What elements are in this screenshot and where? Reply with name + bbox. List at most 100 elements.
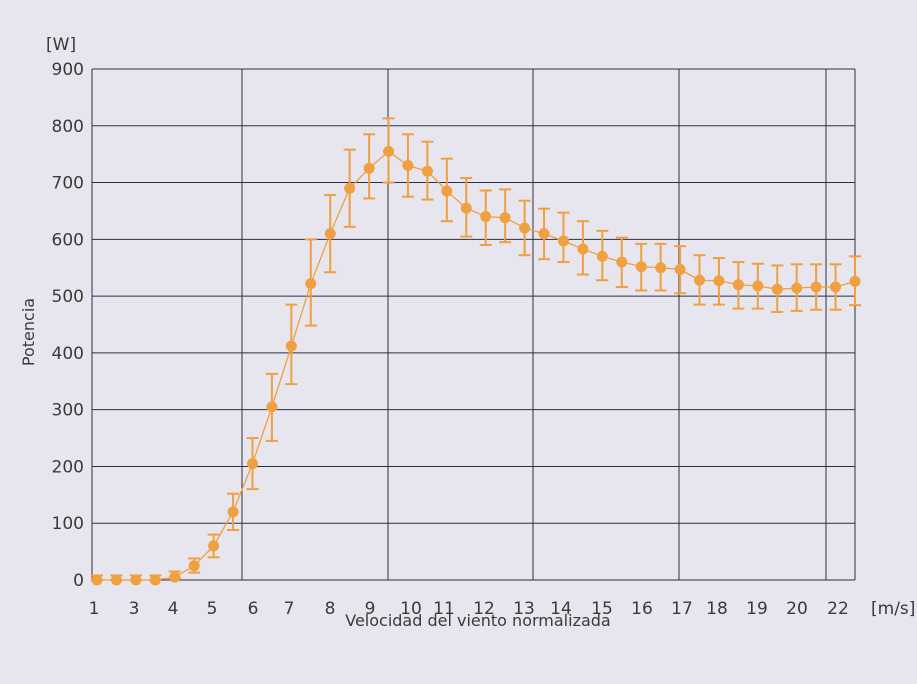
data-point-group bbox=[382, 117, 395, 184]
data-point-group bbox=[518, 199, 531, 257]
y-tick-label: 800 bbox=[52, 117, 84, 137]
y-axis-title: Potencia bbox=[19, 298, 38, 366]
data-point-group bbox=[557, 211, 570, 264]
data-point bbox=[149, 574, 161, 586]
data-point bbox=[538, 228, 550, 240]
data-point bbox=[480, 211, 492, 223]
data-point-group bbox=[324, 194, 337, 274]
data-point bbox=[557, 235, 569, 247]
data-point-group bbox=[440, 157, 453, 223]
x-tick-label: 4 bbox=[168, 599, 179, 619]
data-point-group bbox=[227, 492, 240, 532]
data-point bbox=[266, 401, 278, 413]
data-point-group bbox=[596, 229, 609, 282]
data-point bbox=[460, 202, 472, 214]
y-tick-label: 700 bbox=[52, 174, 84, 194]
data-point bbox=[305, 278, 317, 290]
data-point bbox=[344, 182, 356, 194]
data-point-group bbox=[91, 574, 103, 586]
data-point bbox=[596, 250, 608, 262]
data-point-group bbox=[207, 533, 220, 559]
data-point-group bbox=[421, 140, 434, 201]
data-point-group bbox=[343, 148, 356, 228]
data-point-group bbox=[110, 574, 123, 586]
x-tick-label: 8 bbox=[325, 599, 336, 619]
data-point bbox=[91, 574, 103, 586]
x-tick-label: 18 bbox=[706, 599, 728, 619]
data-point bbox=[285, 340, 297, 352]
data-point bbox=[188, 560, 200, 572]
data-point bbox=[655, 262, 667, 274]
data-point bbox=[246, 458, 258, 470]
x-unit-label: [m/s] bbox=[871, 599, 915, 619]
y-tick-label: 200 bbox=[52, 457, 84, 477]
data-point-group bbox=[576, 220, 589, 276]
x-tick-label: 6 bbox=[248, 599, 259, 619]
data-point-group bbox=[304, 238, 317, 327]
x-tick-label: 7 bbox=[284, 599, 295, 619]
data-point-group bbox=[499, 188, 512, 244]
x-axis-title: Velocidad del viento normalizada bbox=[345, 611, 610, 630]
data-point-group bbox=[751, 262, 764, 310]
x-tick-label: 13 bbox=[513, 599, 535, 619]
data-point-group bbox=[168, 570, 181, 583]
data-point-group bbox=[615, 236, 628, 289]
x-tick-label: 9 bbox=[365, 599, 376, 619]
y-tick-label: 900 bbox=[52, 60, 84, 80]
grid-layer bbox=[91, 68, 856, 581]
series-layer bbox=[91, 117, 861, 586]
data-point-group bbox=[479, 189, 492, 247]
data-point-group bbox=[654, 242, 667, 292]
data-point-group bbox=[771, 264, 784, 314]
data-point bbox=[441, 185, 453, 197]
data-point bbox=[421, 165, 433, 177]
data-point-group bbox=[363, 133, 376, 200]
x-tick-label: 11 bbox=[433, 599, 455, 619]
x-tick-label: 10 bbox=[400, 599, 422, 619]
y-tick-label: 400 bbox=[52, 344, 84, 364]
y-unit-label: [W] bbox=[46, 35, 76, 55]
x-tick-label: 5 bbox=[207, 599, 218, 619]
data-point-group bbox=[129, 574, 142, 586]
data-point-group bbox=[693, 254, 706, 306]
data-point bbox=[383, 145, 395, 157]
y-tick-label: 600 bbox=[52, 230, 84, 250]
data-point bbox=[635, 261, 647, 273]
data-point bbox=[694, 274, 706, 286]
data-point bbox=[227, 506, 239, 518]
data-point-group bbox=[635, 242, 648, 292]
x-tick-label: 19 bbox=[746, 599, 768, 619]
x-tick-label: 3 bbox=[129, 599, 140, 619]
data-point-group bbox=[265, 372, 278, 442]
data-point bbox=[208, 540, 220, 552]
data-point bbox=[577, 243, 589, 255]
x-tick-label: 1 bbox=[89, 599, 100, 619]
data-point bbox=[810, 281, 822, 293]
data-point bbox=[830, 281, 842, 293]
data-point bbox=[674, 263, 686, 275]
series-line bbox=[97, 150, 856, 581]
data-point bbox=[130, 574, 142, 586]
data-point bbox=[169, 571, 181, 583]
data-point-group bbox=[674, 245, 687, 295]
data-point bbox=[402, 160, 414, 172]
data-point-group bbox=[401, 133, 414, 198]
data-point-group bbox=[712, 257, 725, 306]
data-point bbox=[791, 282, 803, 294]
data-point-group bbox=[460, 177, 473, 238]
data-point bbox=[363, 162, 375, 174]
data-point bbox=[771, 283, 783, 295]
y-tick-label: 300 bbox=[52, 401, 84, 421]
x-tick-label: 17 bbox=[671, 599, 693, 619]
data-point-group bbox=[149, 574, 162, 586]
data-point-group bbox=[538, 207, 551, 261]
data-point-group bbox=[829, 263, 842, 311]
data-point bbox=[110, 574, 122, 586]
data-point-group bbox=[285, 303, 298, 386]
x-tick-label: 12 bbox=[473, 599, 495, 619]
x-tick-label: 16 bbox=[631, 599, 653, 619]
x-tick-label: 15 bbox=[591, 599, 613, 619]
data-point bbox=[732, 279, 744, 291]
